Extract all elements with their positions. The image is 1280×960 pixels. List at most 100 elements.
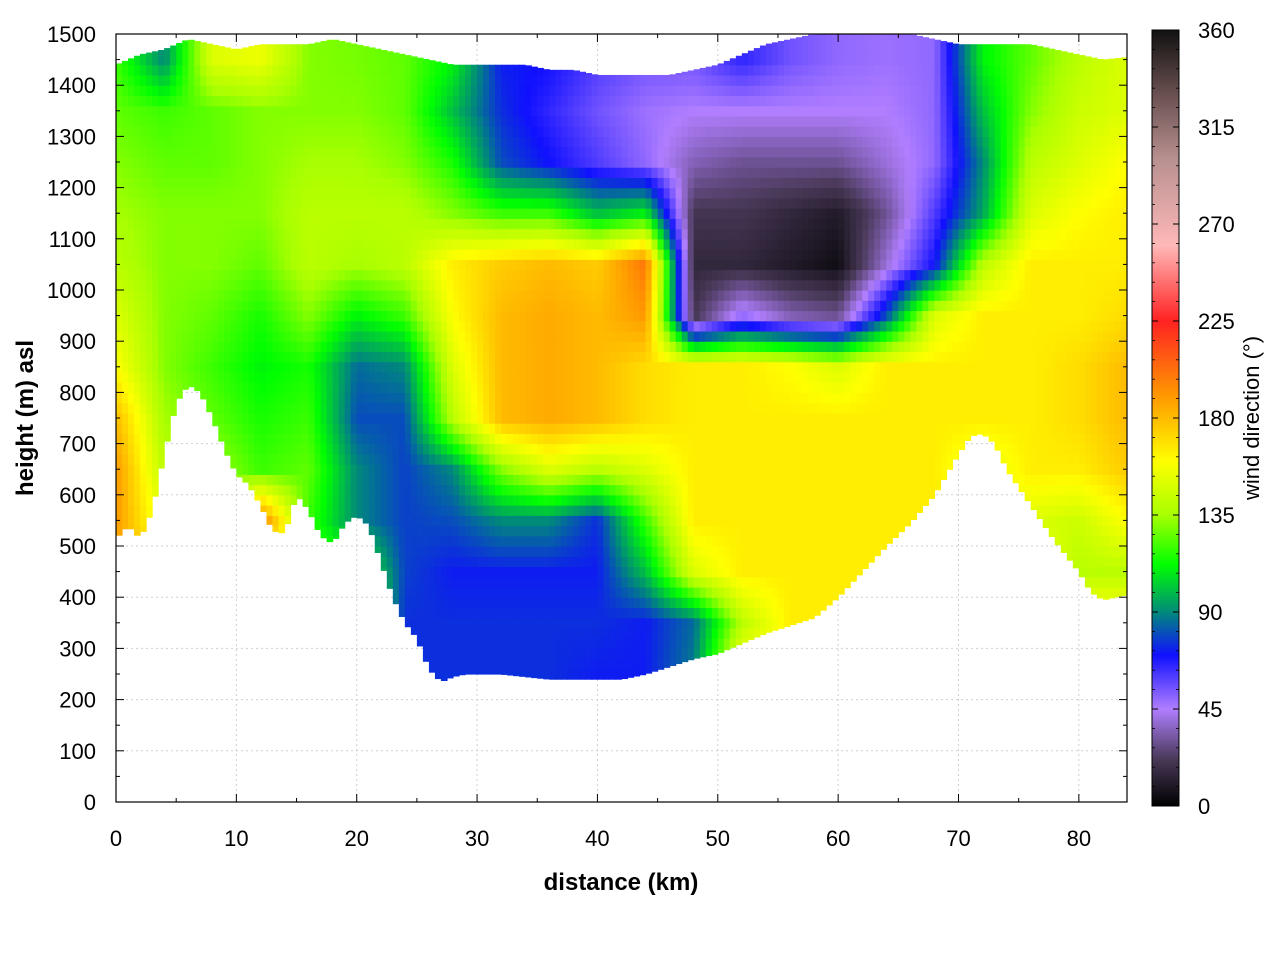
heatmap-cell [453, 648, 460, 660]
heatmap-cell [422, 197, 430, 209]
heatmap-cell [440, 607, 448, 619]
heatmap-cell [266, 177, 274, 189]
heatmap-cell [146, 156, 153, 168]
heatmap-cell [236, 412, 243, 424]
heatmap-cell [687, 627, 695, 639]
heatmap-cell [344, 259, 352, 271]
heatmap-cell [495, 453, 502, 465]
heatmap-cell [615, 167, 623, 178]
heatmap-cell [609, 505, 617, 516]
heatmap-cell [188, 54, 195, 66]
heatmap-cell [224, 228, 231, 240]
heatmap-cell [410, 56, 418, 66]
heatmap-cell [525, 525, 532, 537]
heatmap-cell [507, 341, 514, 353]
heatmap-cell [212, 269, 219, 281]
heatmap-cell [531, 177, 538, 189]
heatmap-cell [116, 423, 123, 434]
heatmap-cell [122, 218, 129, 230]
heatmap-cell [218, 371, 225, 383]
heatmap-cell [507, 136, 514, 148]
heatmap-cell [495, 617, 502, 629]
heatmap-cell [410, 269, 418, 281]
heatmap-cell [206, 382, 213, 393]
heatmap-cell [453, 259, 460, 271]
heatmap-cell [416, 464, 424, 475]
heatmap-cell [398, 146, 406, 158]
heatmap-cell [549, 361, 556, 373]
heatmap-cell [128, 320, 135, 332]
heatmap-cell [459, 320, 466, 332]
heatmap-cell [471, 156, 478, 168]
heatmap-cell [471, 228, 478, 240]
heatmap-cell [326, 218, 334, 230]
heatmap-cell [453, 576, 460, 588]
heatmap-cell [555, 515, 562, 527]
heatmap-cell [531, 66, 538, 76]
heatmap-cell [501, 146, 508, 158]
heatmap-cell [591, 85, 599, 97]
heatmap-cell [356, 187, 364, 199]
heatmap-cell [380, 330, 388, 342]
heatmap-cell [218, 402, 225, 414]
heatmap-cell [669, 341, 677, 353]
heatmap-cell [639, 351, 647, 363]
heatmap-cell [116, 136, 123, 148]
heatmap-cell [278, 197, 286, 209]
heatmap-cell [380, 371, 388, 383]
heatmap-cell [477, 607, 484, 619]
heatmap-cell [230, 330, 237, 342]
heatmap-cell [525, 474, 532, 486]
heatmap-cell [326, 44, 334, 56]
heatmap-cell [531, 320, 538, 332]
heatmap-cell [278, 238, 286, 250]
heatmap-cell [236, 126, 243, 137]
heatmap-cell [158, 423, 165, 434]
heatmap-cell [392, 279, 400, 291]
heatmap-cell [639, 607, 647, 619]
heatmap-cell [513, 535, 520, 547]
heatmap-cell [398, 525, 406, 537]
heatmap-cell [489, 115, 496, 127]
heatmap-cell [356, 402, 364, 414]
heatmap-cell [296, 341, 304, 353]
heatmap-cell [495, 249, 502, 260]
heatmap-cell [681, 279, 689, 291]
heatmap-cell [212, 259, 219, 271]
heatmap-cell [561, 607, 568, 619]
heatmap-cell [615, 95, 623, 107]
heatmap-cell [471, 627, 478, 639]
heatmap-cell [633, 85, 641, 97]
heatmap-cell [140, 208, 147, 219]
heatmap-cell [404, 218, 412, 230]
heatmap-cell [338, 228, 346, 240]
heatmap-cell [320, 392, 328, 404]
heatmap-cell [555, 228, 562, 240]
heatmap-cell [200, 320, 207, 332]
heatmap-cell [140, 453, 147, 465]
heatmap-cell [308, 505, 316, 516]
heatmap-cell [134, 423, 141, 434]
heatmap-cell [633, 351, 641, 363]
heatmap-cell [609, 300, 617, 312]
heatmap-cell [404, 525, 412, 537]
heatmap-cell [549, 320, 556, 332]
heatmap-cell [362, 64, 370, 76]
heatmap-cell [561, 525, 568, 537]
heatmap-cell [459, 453, 466, 465]
heatmap-cell [615, 341, 623, 353]
heatmap-cell [314, 105, 322, 117]
heatmap-cell [170, 402, 177, 414]
heatmap-cell [477, 433, 484, 445]
heatmap-cell [489, 525, 496, 537]
heatmap-cell [374, 402, 382, 414]
heatmap-cell [489, 597, 496, 609]
heatmap-cell [561, 627, 568, 639]
heatmap-cell [573, 228, 580, 240]
heatmap-cell [495, 167, 502, 178]
heatmap-cell [603, 156, 611, 168]
heatmap-cell [236, 341, 243, 353]
heatmap-cell [681, 515, 689, 527]
heatmap-cell [194, 269, 201, 281]
heatmap-cell [579, 74, 586, 86]
